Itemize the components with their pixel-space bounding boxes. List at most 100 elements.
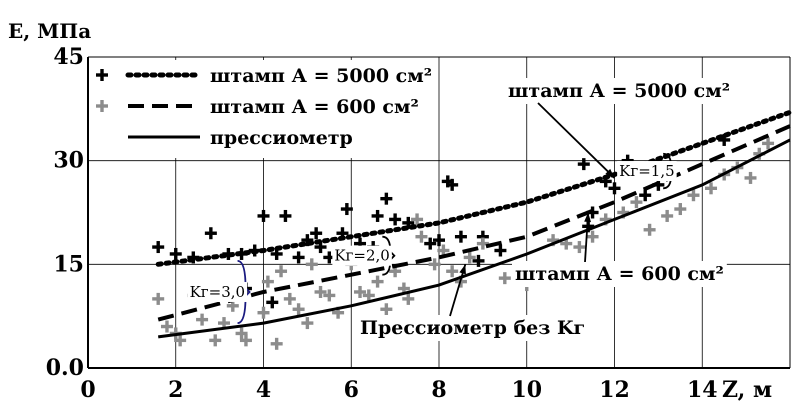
kg-bg [617, 161, 677, 182]
legend: штамп А = 5000 см² штамп А = 600 см² пресс… [92, 60, 432, 158]
point-plate-600 [314, 285, 327, 298]
point-plate-5000 [340, 203, 353, 216]
point-plate-600 [371, 275, 384, 288]
axes [87, 56, 791, 369]
point-plate-600 [301, 317, 314, 330]
annotation-arrowhead [605, 168, 615, 178]
point-plate-5000 [257, 209, 270, 222]
point-plate-600 [239, 334, 252, 347]
point-plate-600 [762, 137, 775, 150]
x-tick-label: 12 [599, 377, 630, 401]
point-plate-600 [362, 289, 375, 302]
point-plate-600 [643, 223, 656, 236]
point-plate-600 [174, 334, 187, 347]
point-plate-5000 [204, 227, 217, 240]
trend-lines [155, 109, 793, 339]
point-plate-5000 [577, 158, 590, 171]
point-plate-600 [687, 189, 700, 202]
point-plate-5000 [472, 254, 485, 267]
point-plate-5000 [424, 237, 437, 250]
x-tick-label: 14 [687, 377, 718, 401]
point-plate-600 [674, 203, 687, 216]
x-tick-label: 10 [511, 377, 542, 401]
point-plate-600 [235, 327, 248, 340]
point-plate-600 [323, 289, 336, 302]
point-plate-5000 [380, 192, 393, 205]
x-axis-label: Z, м [722, 377, 772, 401]
point-plate-600 [630, 196, 643, 209]
point-plate-5000 [266, 296, 279, 309]
point-plate-600 [152, 292, 165, 305]
point-plate-600 [275, 265, 288, 278]
x-tick-label: 0 [80, 377, 95, 401]
annotation-bg [512, 261, 727, 287]
point-plate-600 [661, 209, 674, 222]
point-plate-600 [196, 313, 209, 326]
point-plate-600 [586, 230, 599, 243]
point-plate-5000 [389, 213, 402, 226]
point-plate-600 [380, 303, 393, 316]
x-tick-label: 4 [256, 377, 271, 401]
trend-dotted [155, 109, 793, 267]
kg-text: Kг=2,0 [334, 247, 390, 265]
trend-solid [158, 138, 791, 339]
point-plate-600 [705, 182, 718, 195]
point-plate-5000 [310, 227, 323, 240]
annotation-bg [357, 315, 589, 341]
y-tick-label: 45 [53, 44, 84, 70]
point-plate-5000 [608, 182, 621, 195]
point-plate-600 [415, 230, 428, 243]
annotation-arrowhead [459, 264, 466, 275]
point-plate-5000 [454, 230, 467, 243]
x-tick-label: 2 [168, 377, 183, 401]
point-plate-600 [446, 265, 459, 278]
point-plate-600 [270, 337, 283, 350]
point-plate-5000 [169, 247, 182, 260]
legend-label: штамп А = 5000 см² [210, 65, 432, 87]
legend-label: штамп А = 600 см² [210, 96, 419, 118]
point-plate-600 [261, 275, 274, 288]
kg-brace [237, 259, 251, 324]
point-plate-600 [498, 272, 511, 285]
point-plate-600 [573, 241, 586, 254]
point-plate-5000 [639, 189, 652, 202]
x-tick-label: 8 [431, 377, 446, 401]
point-plate-600 [160, 320, 173, 333]
kg-annotation: Kг=3,0 [187, 259, 251, 324]
point-plate-5000 [494, 244, 507, 257]
point-plate-600 [305, 258, 318, 271]
point-plate-5000 [152, 241, 165, 254]
annotation-text: штамп А = 5000 см² [508, 80, 730, 102]
point-plate-5000 [446, 178, 459, 191]
kg-annotation: Kг=2,0 [332, 235, 396, 276]
point-plate-600 [744, 171, 757, 184]
annotation-arrow [537, 102, 616, 179]
point-plate-5000 [292, 251, 305, 264]
y-axis-label: Е, МПа [8, 19, 91, 43]
annotation-label: Прессиометр без Kг [357, 315, 589, 341]
tick-labels: 0 2 4 6 8 10 12 14 0.0 15 30 45 [46, 44, 718, 401]
annotation-text: штамп А = 600 см² [515, 263, 724, 285]
point-plate-600 [402, 292, 415, 305]
point-plate-600 [411, 213, 424, 226]
kg-brace [382, 235, 396, 276]
annotation-label: штамп А = 600 см² [512, 261, 727, 287]
x-tick-label: 6 [344, 377, 359, 401]
legend-marker [96, 100, 108, 112]
point-plate-600 [476, 237, 489, 250]
kg-text: Kг=1,5 [619, 162, 675, 180]
point-plate-600 [257, 306, 270, 319]
kg-annotation: Kг=1,5 [617, 152, 677, 190]
point-plate-600 [283, 292, 296, 305]
y-tick-label: 30 [53, 148, 84, 174]
point-plate-5000 [279, 209, 292, 222]
point-plate-5000 [371, 209, 384, 222]
kg-text: Kг=3,0 [190, 283, 246, 301]
point-plate-600 [354, 285, 367, 298]
legend-marker [96, 69, 108, 81]
kg-bg [332, 245, 392, 266]
trend-dashed [157, 124, 791, 322]
point-plate-5000 [433, 234, 445, 247]
point-plate-600 [428, 258, 441, 271]
